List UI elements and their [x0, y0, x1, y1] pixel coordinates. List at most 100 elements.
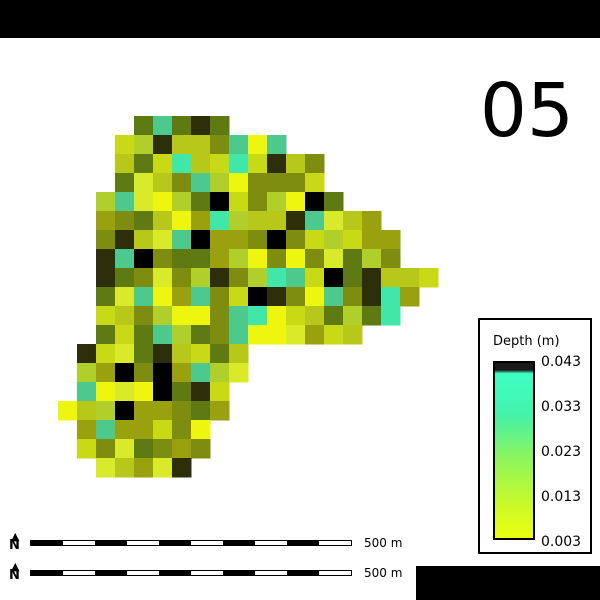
raster-cell [210, 306, 230, 326]
raster-cell [286, 230, 306, 250]
raster-cell [210, 268, 230, 288]
frame-number: 05 [479, 68, 574, 154]
raster-cell [96, 458, 116, 478]
raster-cell [172, 325, 192, 345]
raster-cell [229, 230, 249, 250]
raster-cell [153, 135, 173, 155]
raster-cell [381, 230, 401, 250]
raster-cell [191, 135, 211, 155]
legend-title: Depth (m) [493, 334, 560, 349]
raster-cell [191, 230, 211, 250]
raster-cell [172, 382, 192, 402]
legend-tick-1: 0.033 [541, 399, 582, 415]
raster-cell [96, 192, 116, 212]
raster-cell [210, 382, 230, 402]
raster-cell [381, 287, 401, 307]
raster-cell [153, 325, 173, 345]
raster-cell [96, 401, 116, 421]
raster-cell [210, 154, 230, 174]
raster-cell [115, 458, 135, 478]
raster-cell [191, 268, 211, 288]
legend-tick-4: 0.003 [541, 534, 582, 550]
raster-cell [96, 268, 116, 288]
raster-cell [343, 230, 363, 250]
raster-cell [77, 382, 97, 402]
raster-cell [191, 287, 211, 307]
raster-cell [267, 173, 287, 193]
raster-cell [153, 458, 173, 478]
raster-cell [134, 135, 154, 155]
raster-cell [153, 154, 173, 174]
raster-cell [172, 211, 192, 231]
raster-cell [210, 287, 230, 307]
raster-cell [134, 154, 154, 174]
raster-cell [248, 135, 268, 155]
raster-cell [267, 154, 287, 174]
raster-cell [229, 249, 249, 269]
raster-cell [248, 211, 268, 231]
raster-cell [172, 173, 192, 193]
raster-cell [267, 306, 287, 326]
raster-cell [210, 135, 230, 155]
scale-track [30, 570, 352, 576]
raster-cell [286, 287, 306, 307]
raster-cell [229, 363, 249, 383]
raster-cell [248, 268, 268, 288]
raster-cell [191, 173, 211, 193]
raster-cell [400, 268, 420, 288]
raster-cell [229, 211, 249, 231]
raster-cell [362, 268, 382, 288]
raster-cell [267, 135, 287, 155]
raster-cell [210, 363, 230, 383]
raster-cell [210, 173, 230, 193]
raster-cell [172, 135, 192, 155]
raster-cell [172, 154, 192, 174]
raster-cell [77, 439, 97, 459]
raster-cell [210, 401, 230, 421]
raster-cell [229, 325, 249, 345]
raster-cell [229, 173, 249, 193]
raster-cell [248, 230, 268, 250]
raster-cell [134, 344, 154, 364]
raster-cell [115, 268, 135, 288]
raster-cell [96, 325, 116, 345]
raster-cell [324, 249, 344, 269]
raster-cell [172, 287, 192, 307]
raster-cell [96, 363, 116, 383]
raster-cell [324, 287, 344, 307]
legend-tick-2: 0.023 [541, 444, 582, 460]
raster-cell [153, 382, 173, 402]
raster-cell [153, 192, 173, 212]
raster-cell [229, 344, 249, 364]
raster-cell [96, 439, 116, 459]
raster-cell [191, 154, 211, 174]
raster-cell [191, 420, 211, 440]
raster-cell [210, 249, 230, 269]
raster-cell [134, 420, 154, 440]
raster-cell [172, 192, 192, 212]
raster-cell [381, 249, 401, 269]
raster-cell [134, 268, 154, 288]
raster-cell [153, 420, 173, 440]
raster-cell [172, 344, 192, 364]
raster-cell [153, 363, 173, 383]
raster-cell [210, 344, 230, 364]
raster-cell [115, 287, 135, 307]
raster-cell [115, 382, 135, 402]
raster-cell [134, 287, 154, 307]
raster-cell [267, 211, 287, 231]
raster-cell [115, 439, 135, 459]
raster-cell [248, 173, 268, 193]
raster-cell [191, 306, 211, 326]
raster-cell [153, 249, 173, 269]
raster-cell [172, 249, 192, 269]
scale-label: 500 m [364, 536, 403, 550]
raster-cell [172, 363, 192, 383]
raster-cell [229, 135, 249, 155]
raster-cell [324, 325, 344, 345]
raster-cell [153, 287, 173, 307]
raster-cell [172, 230, 192, 250]
raster-cell [172, 439, 192, 459]
raster-cell [267, 230, 287, 250]
raster-cell [286, 154, 306, 174]
